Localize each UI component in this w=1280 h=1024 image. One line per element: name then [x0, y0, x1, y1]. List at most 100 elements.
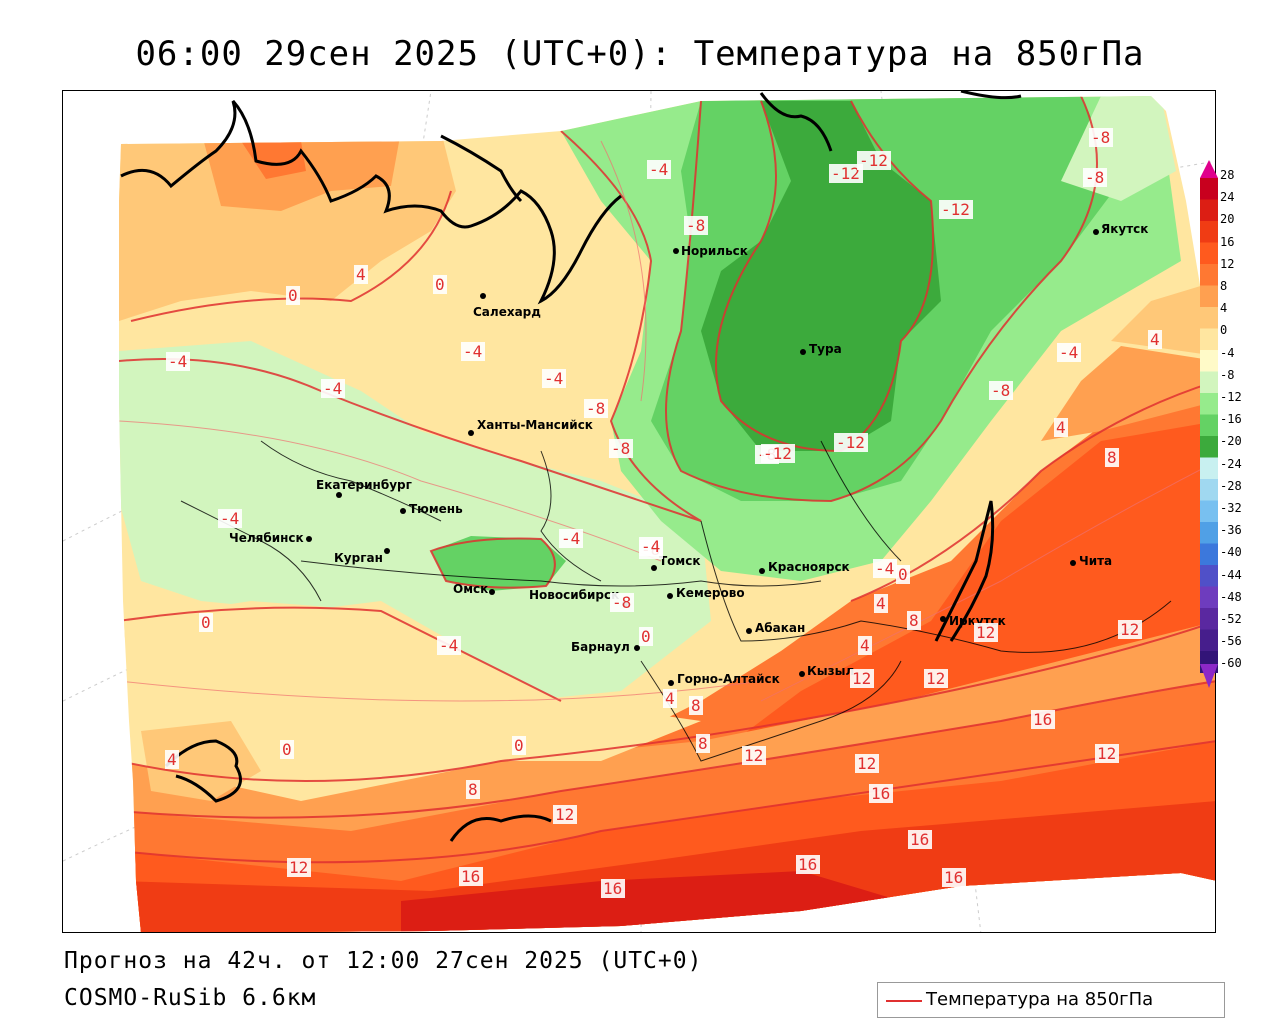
colorbar-swatch: [1200, 307, 1218, 329]
contour-label: 16: [798, 855, 817, 874]
contour-label: 12: [1097, 744, 1116, 763]
contour-label-bg: [354, 265, 368, 284]
colorbar-tick-label: 24: [1220, 190, 1235, 205]
colorbar-swatch: [1200, 199, 1218, 222]
colorbar-tick-label: -28: [1220, 478, 1242, 493]
city-label: Горно-Алтайск: [677, 672, 780, 686]
contour-label-bg: [663, 689, 677, 708]
colorbar-swatch: [1200, 350, 1218, 372]
city-label: Якутск: [1101, 222, 1148, 236]
contour-label-bg: [939, 200, 973, 219]
contour-label-bg: [647, 160, 671, 179]
contour-label: 0: [201, 613, 211, 632]
contour-label-bg: [218, 509, 242, 528]
contour-label: 4: [1056, 418, 1066, 437]
colorbar-tick-label: -36: [1220, 523, 1242, 538]
contour-label: 12: [744, 746, 763, 765]
contour-label: -4: [1059, 343, 1078, 362]
contour-label: -8: [1085, 168, 1104, 187]
city-label: Екатеринбург: [316, 478, 412, 492]
contour-label: 12: [857, 754, 876, 773]
colorbar-swatch: [1200, 565, 1218, 587]
contour-label: 16: [871, 784, 890, 803]
contour-label-bg: [1054, 418, 1068, 437]
colorbar-swatch: [1200, 393, 1218, 415]
contour-label-bg: [873, 559, 897, 578]
contour-label: 4: [1150, 330, 1160, 349]
contour-label-bg: [466, 780, 480, 799]
colorbar-swatch: [1200, 543, 1218, 566]
model-name: COSMO-RuSib 6.6км: [64, 985, 317, 1011]
contour-label: -4: [220, 509, 239, 528]
contour-label-bg: [942, 868, 966, 887]
contour-labels: -4-8-12-12-12-8-8-8-4-4-4-8-8-8-12-12-8-…: [165, 128, 1162, 898]
contour-label-bg: [559, 529, 583, 548]
map-panel: Якутск Норильск Салехард Тура Ханты-Манс…: [62, 90, 1216, 933]
colorbar-swatch: [1200, 479, 1218, 501]
contour-label: -8: [611, 439, 630, 458]
colorbar-tick-label: 20: [1220, 212, 1235, 227]
colorbar-swatch: [1200, 221, 1218, 243]
contour-label: -4: [875, 559, 894, 578]
city-label: Омск: [453, 582, 488, 596]
city-label: Барнаул: [571, 640, 630, 654]
contour-label: -8: [991, 381, 1010, 400]
contour-label: -12: [763, 444, 792, 463]
city-label: Салехард: [473, 305, 541, 319]
contour-label: -4: [168, 352, 187, 371]
contour-label: -4: [641, 537, 660, 556]
contour-label: -12: [836, 433, 865, 452]
colorbar: [1200, 160, 1218, 688]
contour-label-bg: [829, 164, 863, 183]
contour-label: 8: [468, 780, 478, 799]
colorbar-tick-label: -44: [1220, 567, 1242, 582]
contour-label-bg: [639, 537, 663, 556]
contour-label: -4: [323, 379, 342, 398]
contour-label-bg: [512, 736, 526, 755]
contour-label: 8: [698, 734, 708, 753]
contour-label-bg: [1118, 620, 1142, 639]
contour-label: 16: [603, 879, 622, 898]
contour-label-bg: [280, 740, 294, 759]
contour-label: 8: [909, 611, 919, 630]
contour-label-bg: [1057, 343, 1081, 362]
city-label: Ханты-Мансийск: [477, 418, 593, 432]
contour-label-bg: [199, 613, 213, 632]
contour-label: -12: [859, 151, 888, 170]
contour-label-bg: [989, 381, 1013, 400]
contour-label: 8: [1107, 448, 1117, 467]
colorbar-swatch: [1200, 178, 1218, 200]
contour-label: 12: [852, 669, 871, 688]
contour-label: 4: [356, 265, 366, 284]
colorbar-swatch: [1200, 264, 1218, 286]
contour-label-bg: [553, 805, 577, 824]
colorbar-tick-label: 4: [1220, 301, 1228, 316]
contour-label: -4: [544, 369, 563, 388]
colorbar-tick-label: -56: [1220, 634, 1242, 649]
contour-label-bg: [834, 433, 868, 452]
contour-label: 12: [926, 669, 945, 688]
legend-label: Температура на 850гПа: [926, 989, 1154, 1010]
contour-label-bg: [974, 623, 998, 642]
contour-label: 4: [665, 689, 675, 708]
colorbar-swatch: [1200, 371, 1218, 394]
contour-label-bg: [855, 754, 879, 773]
colorbar-tick-label: 0: [1220, 323, 1228, 338]
contour-label-bg: [639, 627, 653, 646]
forecast-info: Прогноз на 42ч. от 12:00 27сен 2025 (UTC…: [64, 948, 703, 974]
colorbar-swatch: [1200, 242, 1218, 265]
contour-label-bg: [907, 611, 921, 630]
contour-label: 16: [1033, 710, 1052, 729]
contour-label-bg: [850, 669, 874, 688]
colorbar-tick-label: -20: [1220, 434, 1242, 449]
contour-label-bg: [869, 784, 893, 803]
contour-label-bg: [166, 352, 190, 371]
colorbar-tick-label: -12: [1220, 390, 1242, 404]
coastline: [120, 91, 1022, 842]
colorbar-swatch: [1200, 500, 1218, 523]
colorbar-tick-label: -16: [1220, 412, 1242, 427]
contour-label: 4: [167, 750, 177, 769]
contour-label-bg: [542, 369, 566, 388]
colorbar-swatch: [1200, 436, 1218, 458]
contour-label-bg: [1095, 744, 1119, 763]
